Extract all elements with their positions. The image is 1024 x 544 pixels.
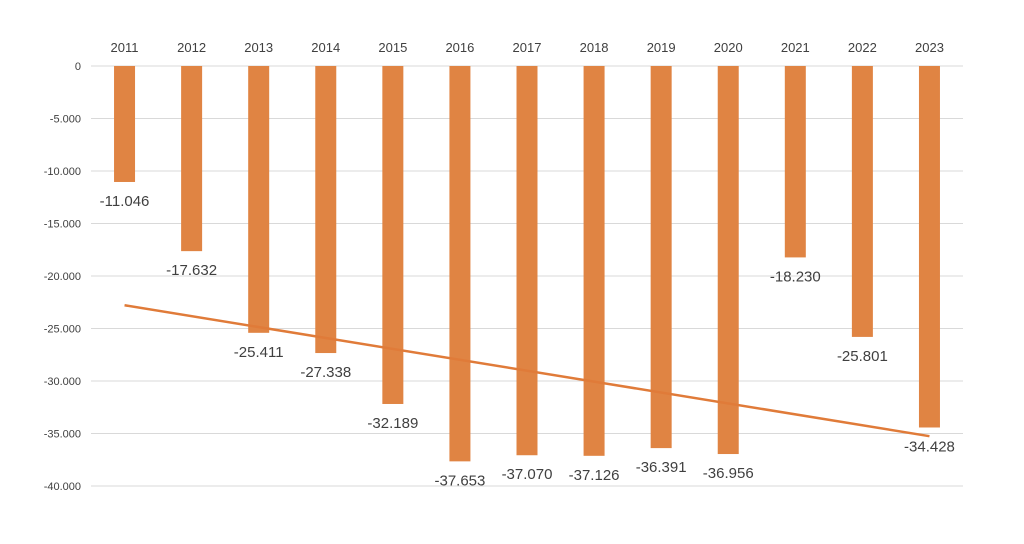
category-label: 2019 xyxy=(647,40,676,55)
bar xyxy=(583,66,605,456)
bar xyxy=(851,66,873,337)
data-label: -25.801 xyxy=(837,348,888,365)
trendline-layer xyxy=(124,304,930,438)
bar xyxy=(181,66,203,252)
category-label: 2016 xyxy=(445,40,474,55)
category-label: 2022 xyxy=(848,40,877,55)
category-label: 2014 xyxy=(311,40,340,55)
data-label: -36.391 xyxy=(636,459,687,476)
data-label: -37.126 xyxy=(569,467,620,484)
category-label: 2021 xyxy=(781,40,810,55)
category-label: 2020 xyxy=(714,40,743,55)
y-tick-label: -20.000 xyxy=(44,271,81,283)
bar xyxy=(717,66,739,455)
y-tick-label: -10.000 xyxy=(44,166,81,178)
category-label: 2017 xyxy=(513,40,542,55)
y-tick-label: -40.000 xyxy=(44,481,81,493)
category-label: 2011 xyxy=(111,40,139,55)
data-label: -18.230 xyxy=(770,268,821,285)
data-label: -11.046 xyxy=(100,193,150,210)
data-label: -25.411 xyxy=(234,344,284,361)
category-labels: 2011 2012 2013 2014 2015 2016 2017 2018 2019 2020… xyxy=(111,40,944,55)
y-tick-label: -5.000 xyxy=(50,114,81,126)
data-label: -36.956 xyxy=(703,465,754,482)
y-tick-label: -30.000 xyxy=(44,376,81,388)
y-tick-label: -25.000 xyxy=(44,324,81,336)
bar xyxy=(315,66,337,354)
data-label: -37.070 xyxy=(502,466,553,483)
category-label: 2018 xyxy=(580,40,609,55)
data-label: -27.338 xyxy=(300,364,351,381)
category-label: 2012 xyxy=(177,40,206,55)
trendline xyxy=(124,304,930,438)
y-axis-tick-labels: 0 -5.000 -10.000 -15.000 -20.000 -25.000 -30.0… xyxy=(44,61,81,493)
data-label: -17.632 xyxy=(166,262,217,279)
bar xyxy=(918,66,940,428)
bar xyxy=(382,66,404,404)
y-tick-label: -15.000 xyxy=(44,219,81,231)
bar xyxy=(449,66,471,462)
bar xyxy=(248,66,270,333)
category-label: 2015 xyxy=(378,40,407,55)
data-label: -32.189 xyxy=(367,415,418,432)
bar xyxy=(114,66,136,182)
y-tick-label: 0 xyxy=(75,61,81,73)
bar xyxy=(516,66,538,456)
bar xyxy=(650,66,672,449)
y-tick-label: -35.000 xyxy=(44,429,81,441)
category-label: 2013 xyxy=(244,40,273,55)
bar xyxy=(784,66,806,258)
data-label: -37.653 xyxy=(434,472,485,489)
category-label: 2023 xyxy=(915,40,944,55)
data-labels: -11.046 -17.632 -25.411 -27.338 -32.189 -37.6… xyxy=(100,193,955,489)
bars xyxy=(114,66,940,462)
data-label: -34.428 xyxy=(904,438,955,455)
